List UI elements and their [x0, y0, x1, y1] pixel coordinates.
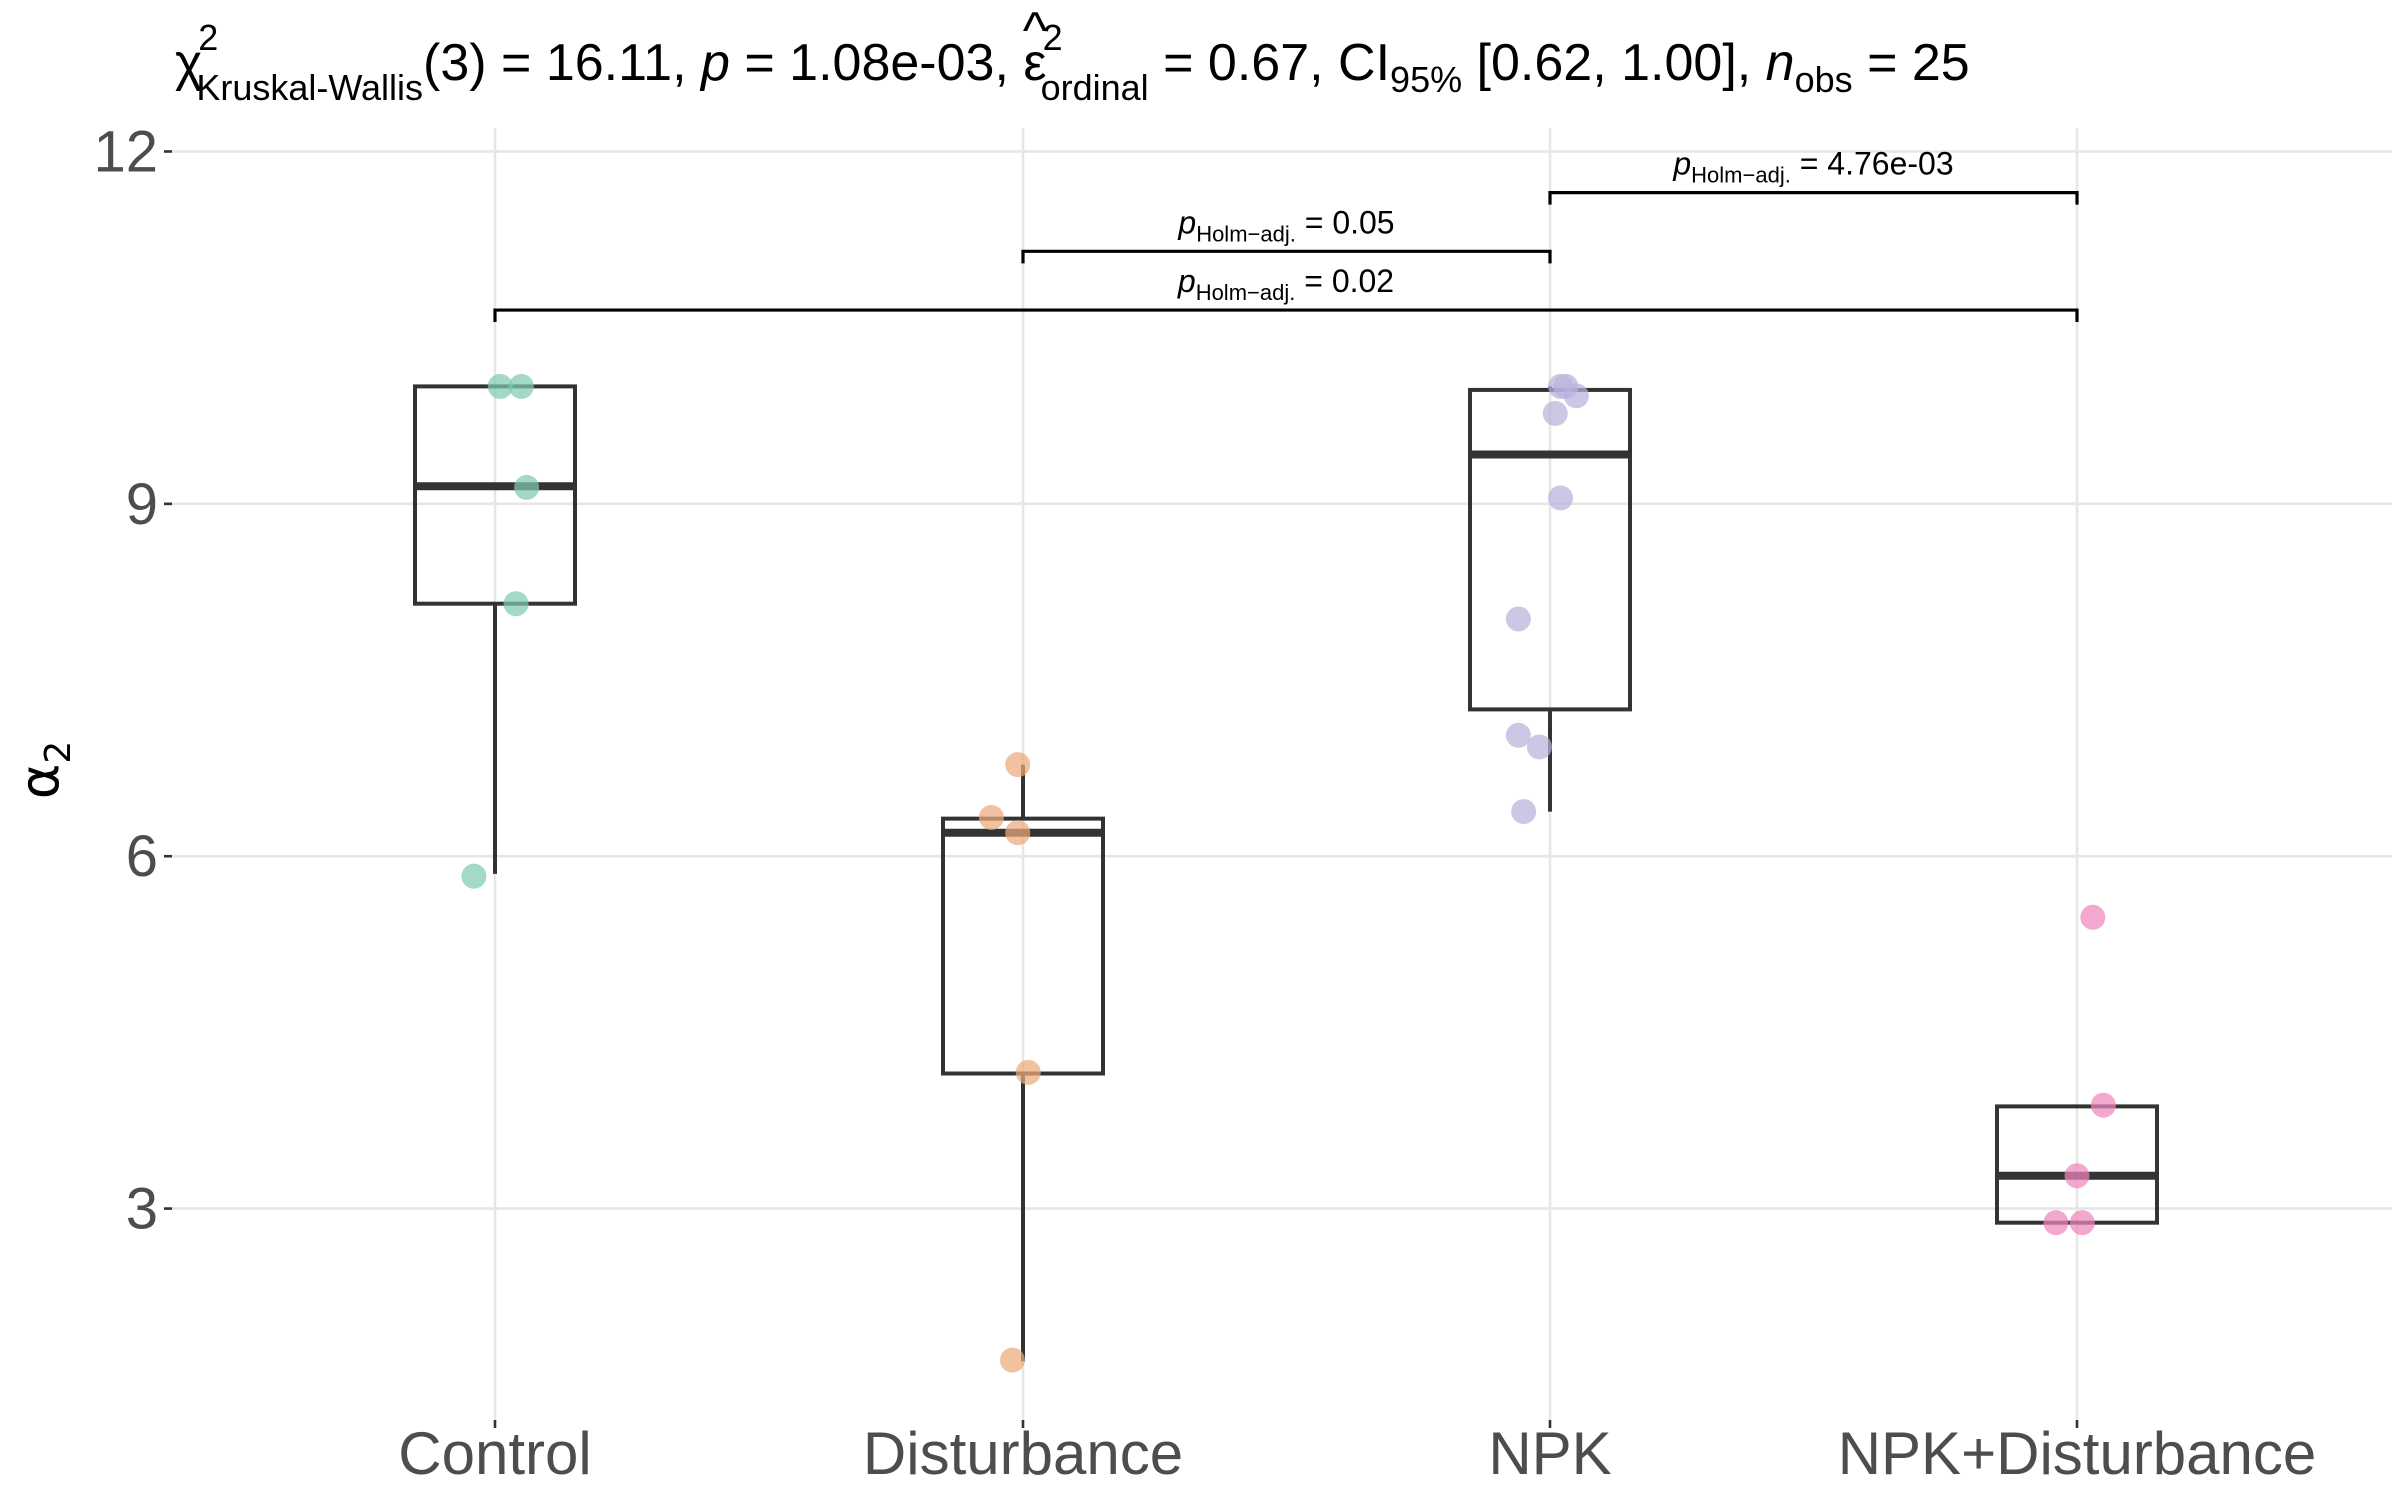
title-effect-sup: 2 — [1043, 17, 1063, 58]
title-ci-text: [0.62, 1.00], — [1462, 34, 1766, 92]
bracket-p-value: = 0.02 — [1295, 263, 1394, 299]
data-point — [461, 863, 487, 889]
y-tick-label: 12 — [93, 119, 158, 184]
x-tick-label: Control — [398, 1420, 591, 1487]
title-stat-symbol: χ — [175, 34, 202, 92]
data-point — [487, 373, 513, 399]
boxes — [413, 384, 2159, 1362]
bracket-label: pHolm−adj. = 4.76e-03 — [1672, 146, 1953, 188]
data-point — [1542, 400, 1568, 426]
title-ci-sub: 95% — [1390, 59, 1462, 100]
bracket-p-symbol: p — [1177, 263, 1196, 299]
bracket-p-sub: Holm−adj. — [1691, 163, 1791, 188]
data-point — [508, 373, 534, 399]
data-point — [2080, 904, 2106, 930]
bracket-label: pHolm−adj. = 0.05 — [1177, 204, 1394, 246]
data-point — [1511, 799, 1537, 825]
data-point — [1563, 383, 1589, 409]
data-point — [978, 804, 1004, 830]
data-point — [2064, 1163, 2090, 1189]
data-point — [999, 1347, 1025, 1373]
title-effect-hat: ^ — [1023, 2, 1048, 60]
significance-bracket — [1548, 191, 2079, 205]
data-point — [2043, 1210, 2069, 1236]
y-tick-label: 3 — [126, 1177, 158, 1242]
x-tick-label: NPK+Disturbance — [1838, 1420, 2317, 1487]
title-n-sub: obs — [1795, 59, 1853, 100]
title-df: (3) = 16.11, — [423, 34, 701, 92]
y-axis-title-sub: 2 — [38, 741, 79, 764]
data-points — [461, 373, 2116, 1373]
data-point — [1526, 734, 1552, 760]
y-axis-title: α2 — [8, 741, 79, 800]
title-effect-sub: ordinal — [1041, 67, 1149, 108]
y-axis-title-main: α — [8, 764, 71, 800]
data-point — [1015, 1059, 1041, 1085]
data-point — [1548, 485, 1574, 511]
y-tick-label: 6 — [126, 824, 158, 889]
title-effect-symbol: ε — [1023, 34, 1046, 92]
title-p-text: = 1.08e-03, — [730, 34, 1023, 92]
x-tick-label: Disturbance — [863, 1420, 1183, 1487]
data-point — [1505, 722, 1531, 748]
data-point — [503, 591, 529, 617]
title-stat-sup: 2 — [198, 17, 218, 58]
bracket-p-symbol: p — [1177, 204, 1196, 240]
data-point — [1005, 820, 1031, 846]
bracket-p-sub: Holm−adj. — [1196, 280, 1296, 305]
bracket-p-sub: Holm−adj. — [1196, 221, 1296, 246]
bracket-p-value: = 4.76e-03 — [1791, 146, 1954, 182]
title-effect-text: = 0.67, CI — [1149, 34, 1390, 92]
data-point — [514, 474, 540, 500]
x-tick-label: NPK — [1488, 1420, 1611, 1487]
bracket-p-value: = 0.05 — [1296, 204, 1395, 240]
x-axis: Control Disturbance NPK NPK+Disturbance — [398, 1420, 2316, 1487]
significance-bracket — [493, 308, 2079, 323]
significance-bracket — [1021, 249, 1552, 264]
title-p-symbol: p — [699, 34, 730, 92]
title-stat-sub: Kruskal-Wallis — [196, 67, 423, 108]
y-axis: 3 6 9 12 — [93, 119, 172, 1242]
bracket-p-symbol: p — [1672, 146, 1691, 182]
data-point — [1005, 752, 1031, 778]
bracket-label: pHolm−adj. = 0.02 — [1177, 263, 1394, 305]
data-point — [2069, 1210, 2095, 1236]
y-tick-label: 9 — [126, 472, 158, 537]
data-point — [2090, 1092, 2116, 1118]
title-n-symbol: n — [1766, 34, 1795, 92]
title-n-text: = 25 — [1853, 34, 1970, 92]
data-point — [1505, 606, 1531, 632]
chart-title: χ2 Kruskal-Wallis(3) = 16.11, p = 1.08e-0… — [175, 17, 1970, 108]
